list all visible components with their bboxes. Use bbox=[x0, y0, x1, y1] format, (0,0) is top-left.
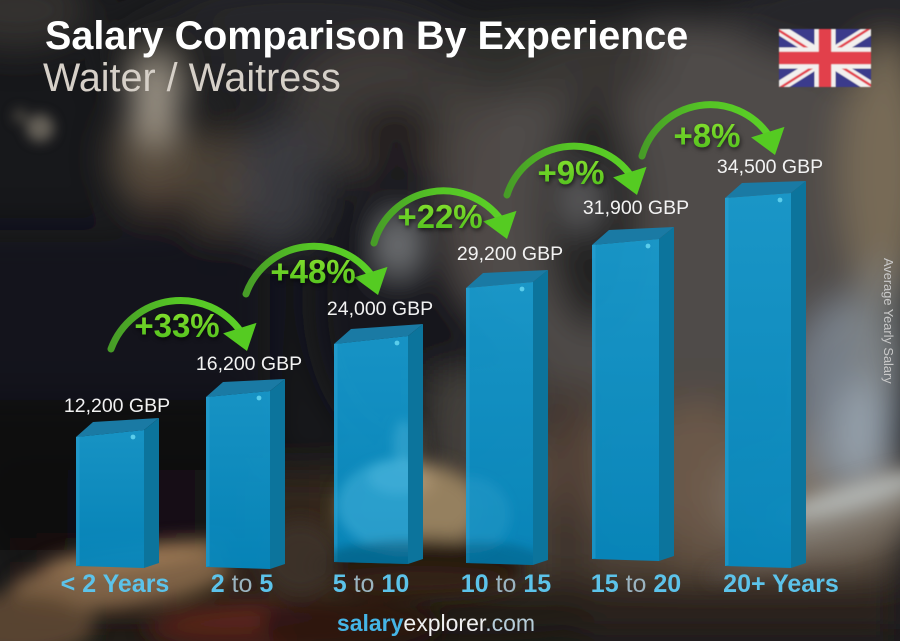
svg-text:15 to 20: 15 to 20 bbox=[591, 570, 681, 598]
svg-text:29,200 GBP: 29,200 GBP bbox=[457, 243, 563, 265]
svg-text:20+ Years: 20+ Years bbox=[723, 570, 839, 598]
svg-text:+33%: +33% bbox=[134, 307, 219, 344]
svg-text:salaryexplorer.com: salaryexplorer.com bbox=[337, 610, 535, 636]
svg-text:Waiter / Waitress: Waiter / Waitress bbox=[43, 56, 341, 100]
svg-text:34,500 GBP: 34,500 GBP bbox=[717, 156, 823, 178]
svg-text:12,200 GBP: 12,200 GBP bbox=[64, 395, 170, 417]
svg-text:Salary Comparison By Experienc: Salary Comparison By Experience bbox=[45, 14, 688, 58]
svg-text:+9%: +9% bbox=[538, 154, 605, 191]
svg-text:16,200 GBP: 16,200 GBP bbox=[196, 353, 302, 375]
svg-text:2 to 5: 2 to 5 bbox=[211, 570, 274, 598]
svg-text:+22%: +22% bbox=[397, 198, 482, 235]
svg-text:Average Yearly Salary: Average Yearly Salary bbox=[881, 258, 896, 384]
svg-text:10 to 15: 10 to 15 bbox=[461, 570, 551, 598]
svg-text:+8%: +8% bbox=[674, 117, 741, 154]
svg-text:5 to 10: 5 to 10 bbox=[333, 570, 409, 598]
svg-text:+48%: +48% bbox=[270, 253, 355, 290]
svg-text:31,900 GBP: 31,900 GBP bbox=[583, 197, 689, 219]
svg-text:24,000 GBP: 24,000 GBP bbox=[327, 298, 433, 320]
svg-text:< 2 Years: < 2 Years bbox=[61, 570, 170, 598]
